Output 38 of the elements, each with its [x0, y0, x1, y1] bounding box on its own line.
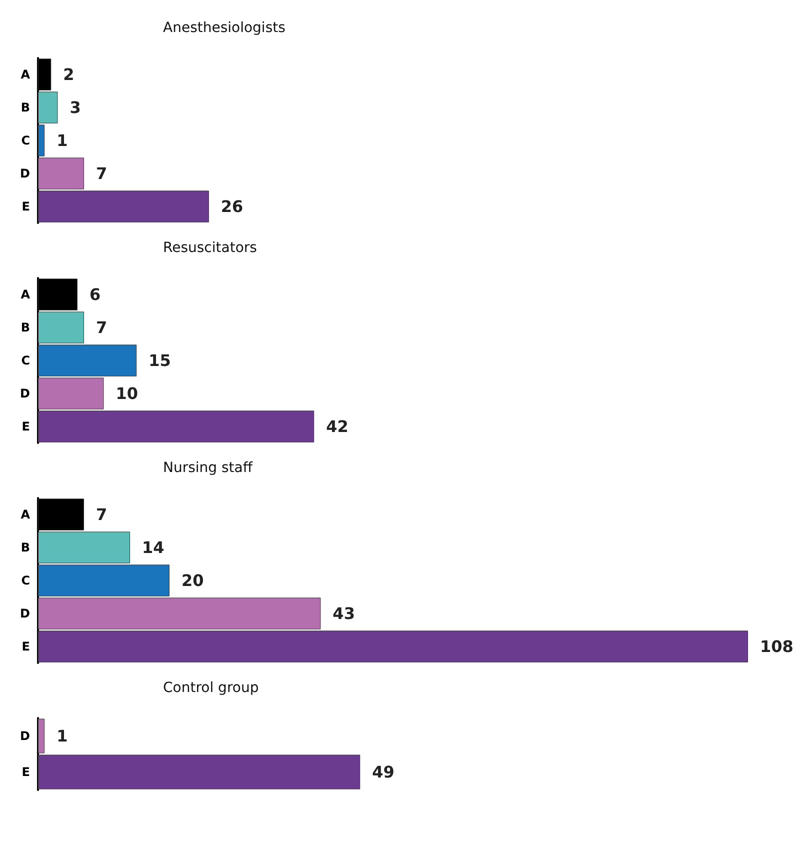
y-tick-label: E: [22, 640, 30, 654]
y-tick-label: A: [20, 508, 31, 522]
y-tick-label: D: [20, 729, 30, 743]
y-tick-label: E: [22, 200, 30, 214]
data-label: 43: [332, 604, 355, 623]
data-label: 10: [116, 384, 138, 403]
y-tick-label: C: [21, 134, 30, 148]
data-label: 15: [148, 351, 171, 370]
data-label: 14: [142, 538, 164, 557]
y-tick-label: A: [20, 288, 31, 302]
data-label: 6: [89, 285, 101, 304]
data-label: 7: [96, 505, 108, 524]
data-label: 26: [220, 197, 244, 216]
y-tick-label: B: [20, 540, 30, 554]
data-label: 20: [181, 571, 204, 590]
chart-title: Resuscitators: [163, 240, 257, 256]
y-tick-label: D: [20, 166, 30, 180]
y-tick-label: C: [21, 354, 30, 368]
data-label: 3: [70, 98, 81, 117]
data-label: 1: [56, 726, 68, 746]
y-tick-label: D: [20, 386, 30, 400]
data-label: 2: [63, 65, 74, 84]
y-tick-label: E: [22, 765, 30, 779]
data-label: 1: [56, 131, 68, 150]
y-tick-label: C: [21, 574, 30, 588]
data-label: 108: [760, 637, 794, 656]
data-label: 7: [96, 164, 108, 183]
data-label: 42: [326, 417, 348, 436]
data-label: 49: [372, 762, 394, 782]
y-tick-label: E: [22, 420, 30, 434]
y-tick-label: B: [20, 320, 30, 334]
chart-title: Anesthesiologists: [163, 20, 286, 36]
y-tick-label: A: [20, 68, 31, 82]
y-tick-label: B: [20, 100, 30, 114]
chart-title: Nursing staff: [163, 460, 253, 476]
chart-title: Control group: [163, 680, 259, 696]
data-label: 7: [96, 318, 108, 337]
y-tick-label: D: [20, 606, 30, 620]
